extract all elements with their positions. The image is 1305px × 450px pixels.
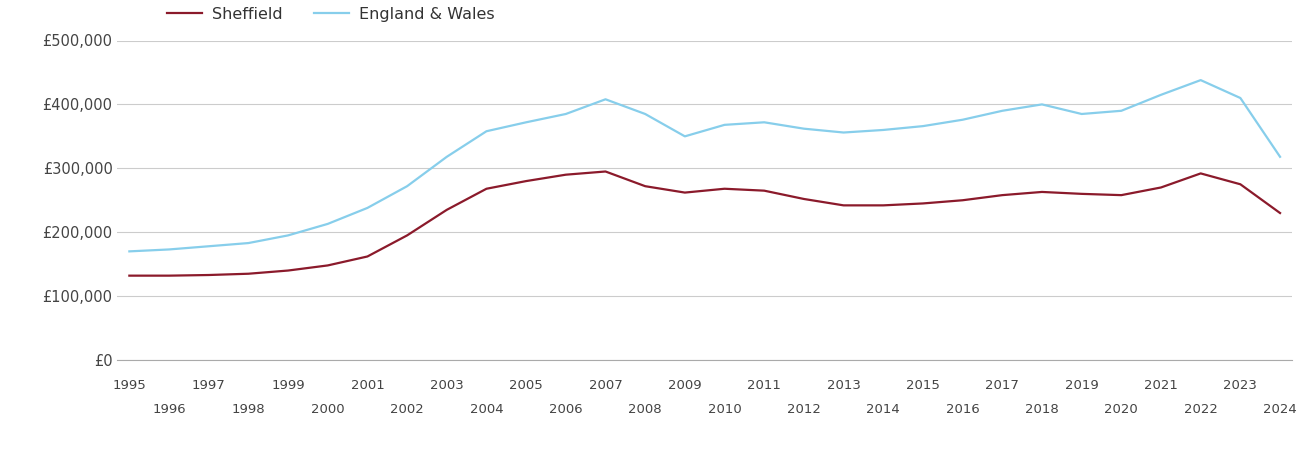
Text: 2003: 2003: [429, 379, 463, 392]
Sheffield: [360, 254, 376, 259]
England & Wales: [1074, 111, 1090, 117]
Sheffield: [162, 273, 177, 279]
England & Wales: [1154, 92, 1169, 98]
England & Wales: [955, 117, 971, 122]
Text: 2014: 2014: [867, 403, 900, 416]
England & Wales: [757, 120, 773, 125]
Text: 1998: 1998: [231, 403, 265, 416]
Sheffield: [1232, 181, 1248, 187]
England & Wales: [598, 97, 613, 102]
England & Wales: [1193, 77, 1208, 83]
Text: 2012: 2012: [787, 403, 821, 416]
Text: 2024: 2024: [1263, 403, 1297, 416]
Sheffield: [1272, 210, 1288, 216]
Sheffield: [994, 193, 1010, 198]
Text: 2005: 2005: [509, 379, 543, 392]
Sheffield: [438, 207, 454, 212]
England & Wales: [876, 127, 891, 133]
Text: 2009: 2009: [668, 379, 702, 392]
Sheffield: [281, 268, 296, 273]
Sheffield: [1113, 193, 1129, 198]
England & Wales: [479, 129, 495, 134]
Sheffield: [559, 172, 574, 177]
Sheffield: [796, 196, 812, 202]
Sheffield: [1154, 185, 1169, 190]
Sheffield: [479, 186, 495, 191]
England & Wales: [716, 122, 732, 127]
Text: 2011: 2011: [748, 379, 782, 392]
England & Wales: [559, 111, 574, 117]
Sheffield: [915, 201, 930, 206]
Text: 1999: 1999: [271, 379, 305, 392]
Sheffield: [835, 202, 851, 208]
Sheffield: [637, 184, 652, 189]
Text: 2013: 2013: [826, 379, 860, 392]
England & Wales: [994, 108, 1010, 113]
Text: 2010: 2010: [707, 403, 741, 416]
Text: 2004: 2004: [470, 403, 504, 416]
Sheffield: [320, 263, 335, 268]
England & Wales: [399, 184, 415, 189]
England & Wales: [1232, 95, 1248, 101]
Text: 2019: 2019: [1065, 379, 1099, 392]
England & Wales: [1272, 154, 1288, 159]
England & Wales: [320, 221, 335, 227]
Sheffield: [677, 190, 693, 195]
England & Wales: [162, 247, 177, 252]
Text: 2022: 2022: [1184, 403, 1218, 416]
Text: 2023: 2023: [1223, 379, 1257, 392]
Sheffield: [876, 202, 891, 208]
Text: 2017: 2017: [985, 379, 1019, 392]
England & Wales: [835, 130, 851, 135]
Sheffield: [399, 233, 415, 238]
Line: England & Wales: England & Wales: [129, 80, 1280, 252]
England & Wales: [637, 111, 652, 117]
England & Wales: [201, 243, 217, 249]
England & Wales: [240, 240, 256, 246]
Text: 2000: 2000: [311, 403, 345, 416]
Text: 2015: 2015: [906, 379, 940, 392]
Text: 2018: 2018: [1026, 403, 1058, 416]
England & Wales: [281, 233, 296, 238]
Text: 2001: 2001: [351, 379, 384, 392]
Sheffield: [716, 186, 732, 191]
Sheffield: [1034, 189, 1049, 195]
Text: 2008: 2008: [629, 403, 662, 416]
Text: 1995: 1995: [112, 379, 146, 392]
Line: Sheffield: Sheffield: [129, 171, 1280, 276]
Sheffield: [201, 272, 217, 278]
Sheffield: [757, 188, 773, 194]
England & Wales: [796, 126, 812, 131]
England & Wales: [915, 123, 930, 129]
Sheffield: [240, 271, 256, 276]
Sheffield: [1074, 191, 1090, 197]
England & Wales: [1113, 108, 1129, 113]
England & Wales: [360, 205, 376, 211]
Text: 2020: 2020: [1104, 403, 1138, 416]
Sheffield: [518, 178, 534, 184]
Sheffield: [1193, 171, 1208, 176]
England & Wales: [121, 249, 137, 254]
Sheffield: [121, 273, 137, 279]
Text: 2021: 2021: [1144, 379, 1178, 392]
England & Wales: [677, 134, 693, 139]
Text: 2016: 2016: [946, 403, 980, 416]
Sheffield: [598, 169, 613, 174]
Legend: Sheffield, England & Wales: Sheffield, England & Wales: [161, 0, 501, 28]
Sheffield: [955, 198, 971, 203]
Text: 2006: 2006: [549, 403, 582, 416]
England & Wales: [438, 154, 454, 159]
Text: 2002: 2002: [390, 403, 424, 416]
England & Wales: [518, 120, 534, 125]
Text: 2007: 2007: [589, 379, 622, 392]
England & Wales: [1034, 102, 1049, 107]
Text: 1996: 1996: [153, 403, 185, 416]
Text: 1997: 1997: [192, 379, 226, 392]
